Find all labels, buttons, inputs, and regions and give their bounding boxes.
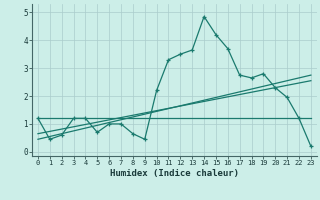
X-axis label: Humidex (Indice chaleur): Humidex (Indice chaleur) — [110, 169, 239, 178]
